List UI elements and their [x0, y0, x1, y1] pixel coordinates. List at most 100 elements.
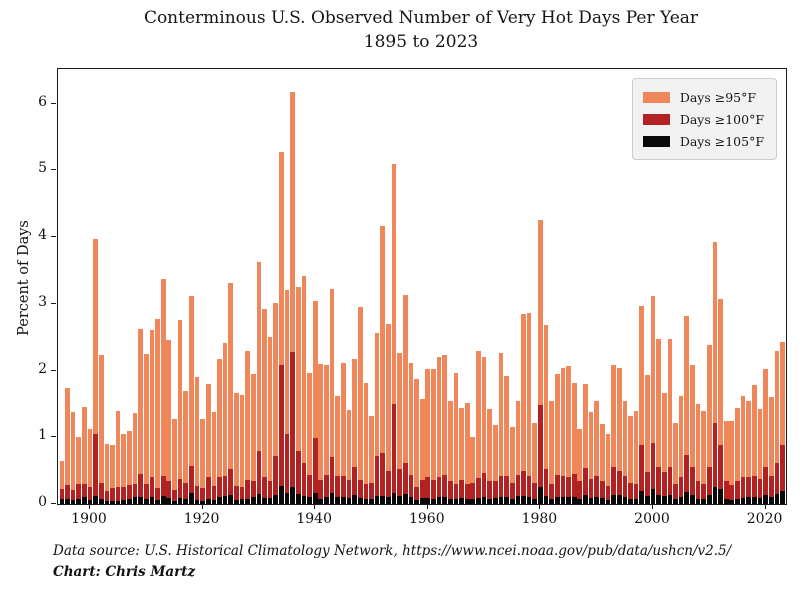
- bar-1925-ge105: [228, 495, 234, 504]
- bar-1933: [273, 302, 279, 504]
- bar-1952-ge100: [380, 453, 386, 504]
- bar-1921: [205, 383, 211, 504]
- bar-1980: [538, 219, 543, 504]
- bar-1973-ge105: [498, 497, 504, 504]
- bar-2008-ge105: [695, 498, 701, 504]
- bar-2013: [723, 421, 729, 504]
- bar-1997: [633, 411, 639, 504]
- legend: Days ≥95°F Days ≥100°F Days ≥105°F: [631, 78, 777, 160]
- bar-1993: [611, 365, 616, 504]
- bar-2018-ge100: [751, 475, 757, 504]
- bar-2015-ge105: [735, 498, 740, 504]
- bar-1931-ge105: [262, 498, 267, 504]
- bar-2023: [780, 341, 785, 504]
- bar-1992-ge105: [605, 500, 611, 504]
- bar-2011: [712, 242, 718, 504]
- bar-2013-ge105: [723, 498, 729, 504]
- data-source-text: Data source: U.S. Historical Climatology…: [53, 543, 732, 559]
- bar-2007-ge100: [690, 467, 695, 504]
- bar-1920: [200, 418, 205, 504]
- bar-2017-ge100: [746, 477, 752, 504]
- x-tick-label-1960: 1960: [408, 511, 445, 527]
- bar-1978: [526, 312, 532, 504]
- bar-1992: [605, 433, 611, 504]
- bar-1969: [476, 351, 481, 504]
- bar-1942-ge105: [324, 497, 329, 504]
- bar-1994-ge105: [616, 495, 622, 504]
- bar-1995-ge105: [622, 496, 628, 504]
- bar-1960: [425, 368, 431, 504]
- bar-1929-ge105: [250, 497, 256, 504]
- bar-1955-ge100: [397, 469, 402, 504]
- bar-1900: [87, 429, 93, 504]
- bar-1972-ge100: [493, 481, 498, 504]
- bar-1987-ge100: [577, 480, 583, 504]
- bar-2006-ge105: [684, 492, 690, 504]
- bar-1904: [110, 444, 115, 504]
- bar-1966-ge105: [459, 498, 464, 504]
- bar-2009: [701, 410, 706, 504]
- bar-1897-ge105: [70, 500, 76, 504]
- bar-1916: [177, 319, 183, 504]
- bar-1918: [188, 295, 194, 504]
- bar-1937-ge100: [295, 450, 301, 504]
- bar-1901: [93, 239, 98, 504]
- bar-2011-ge105: [712, 487, 718, 504]
- bar-1910-ge100: [143, 484, 149, 504]
- bar-1954: [391, 163, 397, 504]
- bar-1923: [217, 359, 222, 504]
- bar-1973: [498, 353, 504, 504]
- bar-1923-ge100: [217, 477, 222, 504]
- bar-1909-ge105: [138, 497, 143, 504]
- bar-1928: [245, 351, 250, 504]
- bar-1978-ge100: [526, 475, 532, 504]
- bar-1986: [571, 382, 577, 504]
- bar-1941-ge100: [318, 479, 324, 504]
- bar-1933-ge105: [273, 494, 279, 504]
- legend-label-1: Days ≥95°F: [679, 89, 757, 105]
- y-tick-1: [51, 436, 56, 438]
- bar-1973-ge100: [498, 475, 504, 504]
- y-tick-0: [51, 503, 56, 504]
- bar-2022: [774, 350, 780, 504]
- bar-1918-ge100: [188, 465, 194, 504]
- bar-1956-ge100: [402, 462, 408, 504]
- x-tick-2020: [764, 504, 766, 509]
- bar-2002-ge100: [661, 471, 667, 504]
- bar-1996: [628, 415, 633, 504]
- bar-1984-ge100: [560, 475, 566, 504]
- bar-1932-ge100: [267, 480, 273, 504]
- bar-1954-ge105: [391, 492, 397, 504]
- bar-2012-ge105: [718, 489, 723, 504]
- bar-2008-ge100: [695, 480, 701, 504]
- bar-1932-ge105: [267, 498, 273, 504]
- y-tick-label-2: 2: [38, 360, 47, 377]
- bar-1917-ge105: [183, 498, 189, 504]
- bar-1907-ge100: [127, 485, 132, 504]
- bar-1971-ge100: [487, 480, 493, 504]
- bar-1934-ge100: [279, 365, 284, 504]
- y-tick-label-6: 6: [38, 93, 47, 110]
- bar-1952-ge105: [380, 496, 386, 504]
- bar-1970: [481, 357, 487, 504]
- bar-1986-ge100: [571, 473, 577, 504]
- bar-1907: [127, 430, 132, 504]
- bar-1896-ge105: [65, 499, 70, 504]
- bar-1919-ge105: [194, 500, 200, 504]
- bar-1963-ge105: [442, 496, 448, 504]
- bar-2005-ge105: [678, 497, 684, 504]
- bar-1979-ge105: [532, 498, 538, 504]
- bar-1980-ge100: [538, 404, 543, 504]
- bar-1987-ge105: [577, 498, 583, 504]
- bar-1943-ge100: [329, 457, 335, 504]
- bar-1895-ge100: [59, 488, 65, 504]
- legend-label-3: Days ≥105°F: [679, 133, 764, 149]
- bar-1994: [616, 367, 622, 504]
- bar-1975-ge105: [509, 498, 515, 504]
- y-tick-3: [51, 302, 56, 304]
- bar-1908: [132, 412, 138, 504]
- bar-1931: [262, 309, 267, 504]
- bar-1964-ge105: [447, 498, 453, 504]
- x-tick-label-1980: 1980: [521, 511, 558, 527]
